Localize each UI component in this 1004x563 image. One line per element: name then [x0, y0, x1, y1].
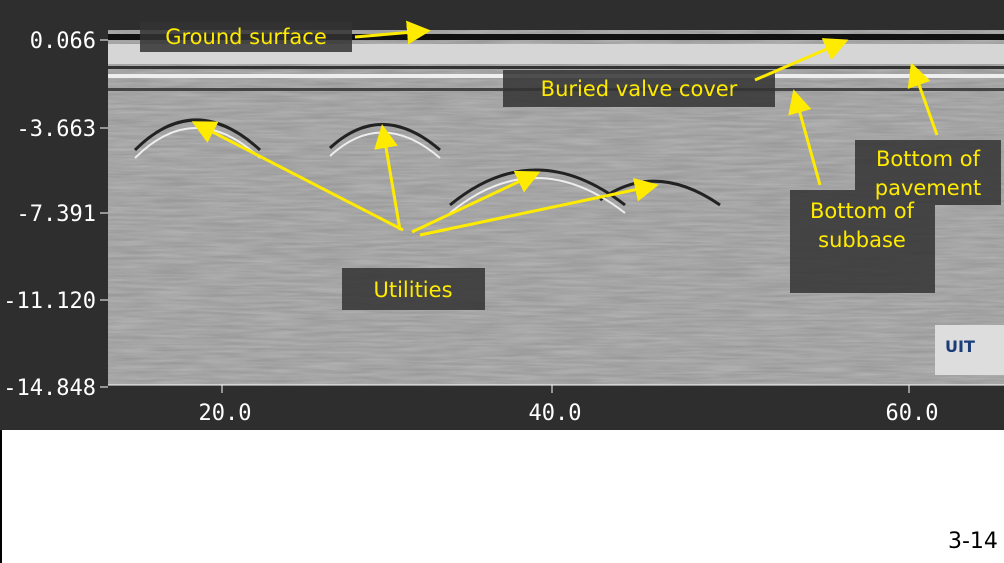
annotation: pavement [875, 176, 981, 200]
x-tick-label: 60.0 [886, 401, 939, 426]
x-tick-label: 20.0 [199, 401, 252, 426]
y-tick-label: -3.663 [17, 117, 96, 142]
y-tick-label: 0.066 [30, 29, 96, 54]
y-tick-label: -14.848 [3, 376, 96, 401]
logo: UIT [945, 337, 975, 356]
annotation: Buried valve cover [541, 77, 738, 101]
slide: 0.066 -3.663 -7.391 -11.120 -14.848 20.0 40.0 6… [0, 0, 1004, 563]
annotation: Ground surface [165, 25, 327, 49]
annotation: Bottom of [876, 147, 981, 171]
annotation: subbase [818, 228, 906, 252]
annotation: Utilities [373, 278, 452, 302]
y-tick-label: -11.120 [3, 289, 96, 314]
x-tick-label: 40.0 [529, 401, 582, 426]
page-number: 3-14 [948, 529, 998, 554]
y-tick-label: -7.391 [17, 202, 96, 227]
annotation: Bottom of [810, 199, 915, 223]
